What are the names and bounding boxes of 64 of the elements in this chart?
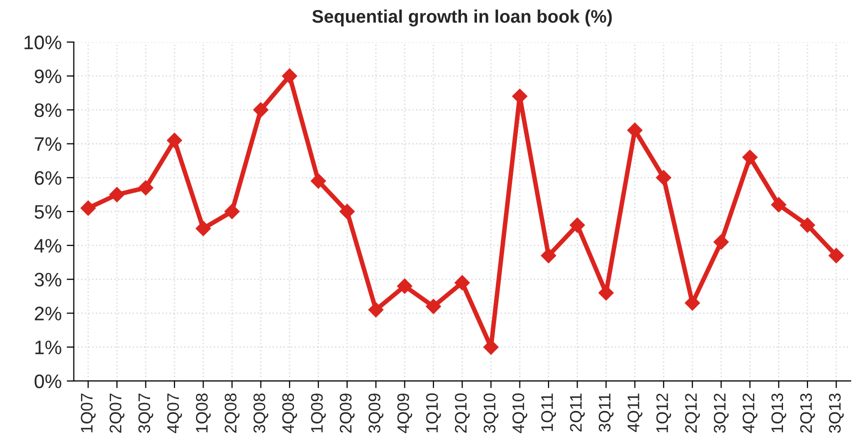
y-tick-label: 4% xyxy=(34,238,62,253)
point xyxy=(109,187,125,202)
point xyxy=(310,173,326,189)
y-tick-label: 7% xyxy=(34,137,62,151)
x-tick-label: 3Q12 xyxy=(714,394,729,433)
point xyxy=(684,295,700,311)
x-tick-label: 2Q10 xyxy=(454,393,470,433)
y-tick-label: 2% xyxy=(34,306,62,320)
point xyxy=(540,248,556,264)
point xyxy=(196,220,211,236)
point xyxy=(627,122,642,138)
x-tick-label: 2Q09 xyxy=(340,394,355,433)
x-tick-label: 4Q11 xyxy=(628,394,642,432)
x-tick-label: 1Q07 xyxy=(80,394,96,432)
point xyxy=(340,204,355,220)
x-tick-label: 4Q08 xyxy=(282,394,298,434)
y-tick-label: 1% xyxy=(35,340,62,354)
x-tick-label: 2Q08 xyxy=(224,394,240,433)
x-tick-label: 4Q10 xyxy=(512,393,528,434)
point xyxy=(828,248,844,264)
y-tick-label: 0% xyxy=(34,374,62,388)
point xyxy=(138,180,154,196)
x-tick-label: 3Q08 xyxy=(253,394,268,433)
point xyxy=(166,132,182,148)
x-tick-label: 2Q07 xyxy=(110,394,124,433)
point xyxy=(80,200,96,216)
x-tick-label: 3Q09 xyxy=(368,394,384,433)
point xyxy=(771,197,786,212)
x-tick-label: 2Q13 xyxy=(800,394,815,433)
chart-title: Sequential growth in loan book (%) xyxy=(312,10,612,26)
x-tick-label: 4Q12 xyxy=(742,394,758,434)
x-tick-label: 3Q10 xyxy=(484,393,498,433)
point xyxy=(368,302,384,318)
point xyxy=(742,150,758,165)
x-tick-label: 4Q07 xyxy=(167,394,182,434)
x-tick-label: 2Q11 xyxy=(570,394,585,432)
y-tick-label: 8% xyxy=(34,103,62,118)
x-tick-label: 4Q09 xyxy=(397,394,412,434)
point xyxy=(570,218,585,233)
point xyxy=(454,275,470,290)
x-tick-label: 1Q08 xyxy=(196,394,211,432)
y-tick-label: 3% xyxy=(34,272,62,287)
x-tick-label: 2Q12 xyxy=(685,394,700,433)
point xyxy=(714,234,729,250)
point xyxy=(224,204,240,220)
point xyxy=(426,298,442,314)
x-tick-label: 1Q09 xyxy=(311,394,326,432)
x-tick-label: 1Q13 xyxy=(771,394,786,432)
x-tick-label: 3Q13 xyxy=(828,394,844,433)
x-tick-label: 3Q07 xyxy=(138,394,154,433)
point xyxy=(253,102,268,118)
y-tick-label: 9% xyxy=(34,69,62,84)
point xyxy=(656,170,672,186)
x-tick-label: 3Q11 xyxy=(598,394,614,432)
y-tick-label: 5% xyxy=(34,205,62,219)
point xyxy=(483,340,499,355)
y-tick-label: 10% xyxy=(24,36,62,50)
x-tick-label: 1Q11 xyxy=(541,394,556,432)
point xyxy=(800,218,816,233)
point xyxy=(282,68,298,84)
point xyxy=(397,278,412,294)
x-tick-label: 1Q12 xyxy=(656,394,672,432)
y-tick-label: 6% xyxy=(34,171,62,185)
x-tick-label: 1Q10 xyxy=(426,393,441,432)
